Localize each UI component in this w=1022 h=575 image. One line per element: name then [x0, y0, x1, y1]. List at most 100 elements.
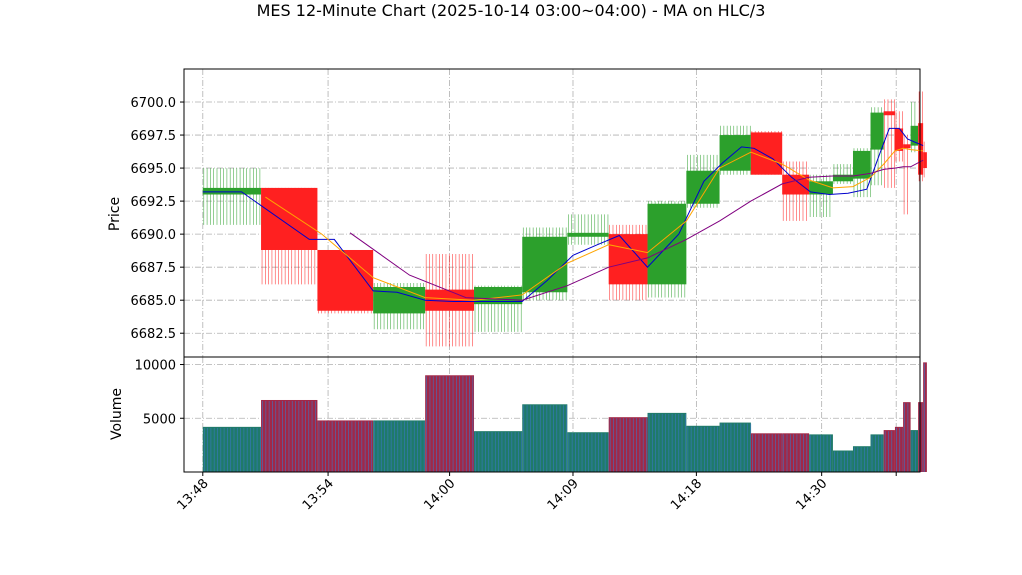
candle-body	[923, 152, 927, 169]
candle	[522, 227, 568, 301]
volume-bar-fill	[522, 404, 568, 472]
candle	[261, 187, 318, 285]
price-tick-label: 6690.0	[131, 228, 177, 243]
volume-bar	[750, 433, 783, 472]
volume-bar	[608, 417, 648, 472]
volume-bar	[832, 450, 853, 472]
price-tick-label: 6692.5	[131, 195, 177, 210]
candle	[474, 285, 523, 332]
chart-title: MES 12-Minute Chart (2025-10-14 03:00~04…	[257, 1, 766, 20]
price-tick-label: 6687.5	[131, 261, 177, 276]
volume-bar	[425, 375, 475, 472]
candle	[782, 161, 810, 221]
candle-body	[918, 123, 924, 175]
candle-body	[782, 174, 810, 195]
volume-bar	[261, 399, 318, 472]
candle	[832, 164, 853, 184]
volume-bar	[894, 426, 904, 472]
candle-body	[852, 150, 871, 179]
candle-body	[567, 232, 609, 237]
volume-bar	[202, 426, 262, 472]
volume-bar-fill	[750, 433, 783, 472]
price-tick-label: 6697.5	[131, 129, 177, 144]
ma-line-2	[265, 147, 924, 301]
ma-line-3	[349, 159, 924, 301]
volume-bar-fill	[894, 426, 904, 472]
volume-bar	[870, 434, 884, 472]
volume-bar	[782, 433, 810, 472]
candle-body	[750, 132, 783, 175]
candle	[202, 168, 262, 225]
volume-bar-fill	[647, 412, 687, 472]
volume-tick-label: 5000	[143, 412, 176, 427]
volume-bar	[903, 402, 911, 472]
price-tick-label: 6685.0	[131, 294, 177, 309]
candle-body	[870, 112, 884, 150]
ma-line-1	[202, 127, 924, 302]
candle	[918, 91, 924, 182]
candle	[894, 111, 904, 162]
volume-bar	[373, 420, 426, 472]
volume-bar-fill	[883, 430, 895, 472]
volume-bar-fill	[910, 430, 919, 472]
volume-bar-fill	[852, 446, 871, 472]
volume-bar-fill	[809, 434, 833, 472]
candle-body	[910, 125, 919, 146]
volume-panel-frame	[183, 356, 921, 473]
candle	[923, 141, 927, 178]
volume-bar-fill	[923, 362, 927, 472]
volume-bar	[317, 420, 374, 472]
volume-bar-fill	[608, 417, 648, 472]
candle	[317, 249, 374, 314]
volume-bar	[883, 430, 895, 472]
price-axis-label: Price	[107, 197, 123, 231]
price-tick-label: 6700.0	[131, 96, 177, 111]
volume-axis-label: Volume	[109, 388, 125, 440]
candle	[686, 154, 720, 208]
price-panel: 6682.5 6685.0 6687.5 6690.0 6692.5 6695.0 6697…	[131, 68, 927, 358]
candle-body	[832, 174, 853, 182]
candle-body	[317, 249, 374, 311]
volume-bar	[923, 362, 927, 472]
candle-body	[522, 236, 568, 293]
volume-bar	[522, 404, 568, 472]
volume-bar-fill	[373, 420, 426, 472]
volume-bar	[719, 422, 752, 472]
candle-body	[425, 289, 475, 311]
volume-bar	[647, 412, 687, 472]
candle	[719, 125, 751, 175]
candle-body	[883, 111, 895, 116]
volume-bar-fill	[832, 450, 853, 472]
candle	[852, 148, 871, 198]
candle	[809, 174, 833, 217]
price-tick-label: 6682.5	[131, 327, 177, 342]
candle	[870, 107, 884, 186]
volume-bar-fill	[202, 426, 262, 472]
volume-bar	[809, 434, 833, 472]
volume-bar	[852, 446, 871, 472]
candle	[647, 201, 687, 298]
volume-bar	[567, 432, 609, 472]
price-tick-label: 6695.0	[131, 162, 177, 177]
volume-panel: 5000 10000	[135, 356, 927, 473]
volume-bar-fill	[870, 434, 884, 472]
candle	[750, 131, 783, 175]
candle-body	[261, 187, 318, 250]
candle	[567, 214, 609, 245]
volume-bar	[686, 425, 720, 472]
candle	[910, 102, 919, 153]
volume-bar	[910, 430, 919, 472]
volume-bar-fill	[782, 433, 810, 472]
volume-bar-fill	[719, 422, 751, 472]
candle-body	[809, 181, 833, 195]
volume-bar	[474, 431, 523, 472]
volume-bar-fill	[918, 402, 924, 472]
volume-bar	[918, 402, 924, 472]
volume-bar-fill	[567, 432, 609, 472]
candle	[883, 99, 895, 188]
candle-body	[647, 203, 687, 285]
candle-body	[202, 187, 262, 195]
candle-body	[894, 128, 904, 151]
candle-body	[903, 144, 911, 149]
